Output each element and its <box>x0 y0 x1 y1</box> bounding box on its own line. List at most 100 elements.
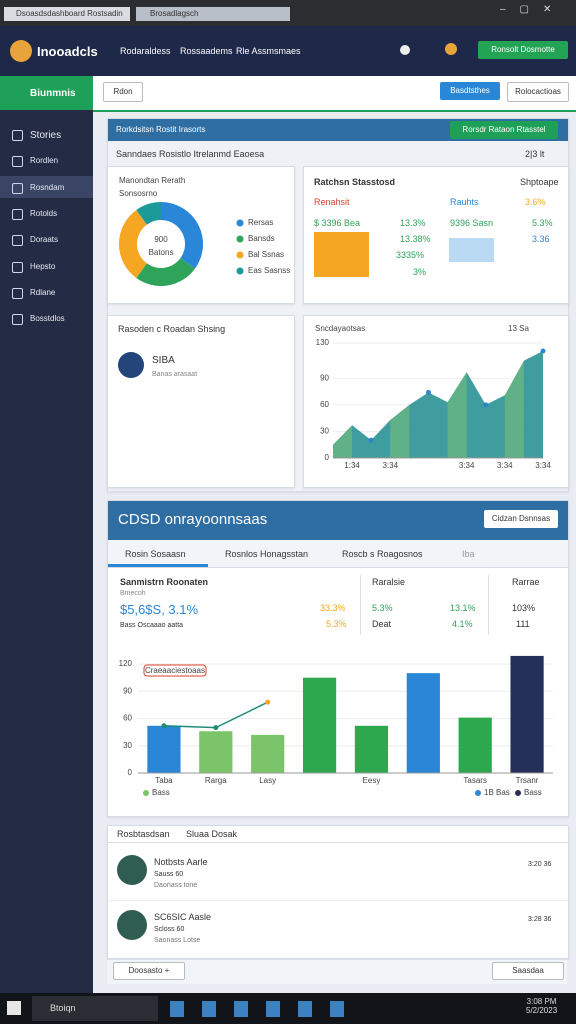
y-tick-label: 0 <box>128 768 133 777</box>
tab[interactable]: Brosadlagsch <box>136 7 290 21</box>
stat: 5.3% <box>326 619 347 629</box>
area-chart: Sncdayaotsas 13 Sa 0 30 60 90 130 1:34 3:34 3:34 3… <box>315 324 551 470</box>
stat-block <box>449 238 494 262</box>
person-title: Rasoden c Roadan Shsing <box>118 324 226 334</box>
y-tick-label: 90 <box>320 373 329 382</box>
legend-label: Bansds <box>248 234 275 243</box>
chart-aside: 13 Sa <box>508 324 529 333</box>
sidebar-item[interactable]: Rosndam <box>30 182 65 192</box>
list-tab[interactable]: Sluaa Dosak <box>186 829 238 839</box>
footer-button[interactable]: Doosasto + <box>113 962 185 980</box>
stat-block <box>314 232 369 277</box>
line-point <box>213 725 219 731</box>
pie-slice <box>136 202 161 225</box>
stat: 9396 Sasn <box>450 218 494 228</box>
avatar[interactable] <box>445 43 457 55</box>
area-facet <box>485 395 505 458</box>
sidebar <box>0 76 93 993</box>
area-facet <box>447 372 467 458</box>
legend-label: Bass <box>152 788 170 797</box>
x-tick-label: 3:34 <box>459 461 475 470</box>
line-point <box>161 723 167 729</box>
sidebar-active <box>0 175 93 198</box>
nav-link[interactable]: Rossaadems <box>180 46 233 56</box>
line-point <box>265 699 271 705</box>
person-sub: Banas arasaat <box>152 371 198 378</box>
taskbar-icons[interactable] <box>170 1001 350 1017</box>
avatar <box>117 910 147 940</box>
area-facet <box>428 392 448 458</box>
item-name: SC6SIC Aasle <box>154 912 212 922</box>
section-title: CDSD onrayoonnsaas <box>118 511 268 528</box>
center-value: 900 <box>154 235 168 244</box>
x-tick-label: 3:34 <box>382 461 398 470</box>
sidebar-item[interactable]: Rordlen <box>30 156 59 166</box>
line <box>163 701 269 729</box>
divider <box>108 900 568 901</box>
area-facet <box>333 425 353 458</box>
nav-link[interactable]: Rodaraldess <box>120 46 171 56</box>
icon[interactable] <box>400 45 410 55</box>
sidebar-icon <box>12 261 23 273</box>
x-tick-label: Lasy <box>259 776 276 785</box>
tab[interactable]: Rosin Sosaasn <box>125 549 186 559</box>
legend-label: 1B Bas <box>484 788 510 797</box>
sidebar-item[interactable]: Stories <box>30 130 62 141</box>
list-tab[interactable]: Rosbtasdsan <box>117 829 170 839</box>
stat: 3% <box>413 267 427 277</box>
bar <box>251 734 285 773</box>
section-button[interactable]: Cidzan Dsnnsas <box>484 510 558 528</box>
tab-bar <box>108 540 568 568</box>
area-facet <box>352 425 372 458</box>
legend-label: Bal Ssnas <box>248 250 284 259</box>
search-box[interactable] <box>32 996 158 1021</box>
stat: Rarrae <box>512 577 540 587</box>
sidebar-item[interactable]: Rdlane <box>30 287 56 297</box>
stat: Renahsit <box>314 197 350 207</box>
bar <box>147 725 181 773</box>
brand: Inooadcls <box>37 44 98 59</box>
stat: 5.3% <box>532 218 553 228</box>
sidebar-item[interactable]: Doraats <box>30 235 59 245</box>
cta-button[interactable]: Ronsolt Dosmotte <box>478 41 568 59</box>
stat: 33.3% <box>320 603 346 613</box>
y-tick-label: 30 <box>320 427 329 436</box>
sidebar-icon <box>12 156 23 168</box>
nav-link[interactable]: Rle Assmsmaes <box>236 46 301 56</box>
sidebar-icon <box>12 208 23 220</box>
tab[interactable]: Rosnlos Honagsstan <box>225 549 309 559</box>
y-tick-label: 30 <box>123 741 132 750</box>
secondary-button[interactable]: Rolocactioas <box>507 82 569 102</box>
x-tick-label: 3:34 <box>497 461 513 470</box>
overview-subtitle: Sanndaes Rosistlo Itrelanmd Eaoesa <box>116 149 265 159</box>
tab[interactable]: Dsoasdsdashboard Rostsadin <box>4 7 130 21</box>
stats-aside: Shptoape <box>520 177 559 187</box>
sidebar-item[interactable]: Rotolds <box>30 208 58 218</box>
item-name: Notbsts Aarle <box>154 857 208 867</box>
avatar <box>117 855 147 885</box>
y-tick-label: 90 <box>123 686 132 695</box>
legend-dot <box>236 267 244 275</box>
person-name: SIBA <box>152 355 175 366</box>
legend-label: Bass <box>524 788 542 797</box>
tab[interactable]: Iba <box>462 549 475 559</box>
donut-chart: Manondtan Rerath Sonsosrno Rersas Bansds Bal… <box>118 176 290 286</box>
window-controls[interactable]: –▢✕ <box>500 4 566 15</box>
person-card <box>107 315 295 488</box>
sidebar-item[interactable]: Hepsto <box>30 261 56 271</box>
start-button[interactable] <box>7 1001 21 1015</box>
tab[interactable]: Roscb s Roagosnos <box>342 549 423 559</box>
annotation: Craeaaciestoaas <box>145 666 205 675</box>
point <box>540 348 546 354</box>
overview-button[interactable]: Rorsdr Rataon Rtasstel <box>450 121 558 139</box>
sidebar-item[interactable]: Bosstdlos <box>30 314 65 324</box>
select[interactable]: Rdon <box>103 82 143 102</box>
footer-button[interactable]: Saasdaa <box>492 962 564 980</box>
stat: 3335% <box>396 250 425 260</box>
bar-chart: 0 30 60 90 120 Taba Rarga Lasy Eesy Tasars Trsanr C… <box>119 655 553 797</box>
stat: 3.6% <box>525 197 546 207</box>
bar <box>510 655 544 773</box>
primary-button[interactable]: Basdtsthes <box>440 82 500 100</box>
sidebar-icon <box>12 287 23 299</box>
